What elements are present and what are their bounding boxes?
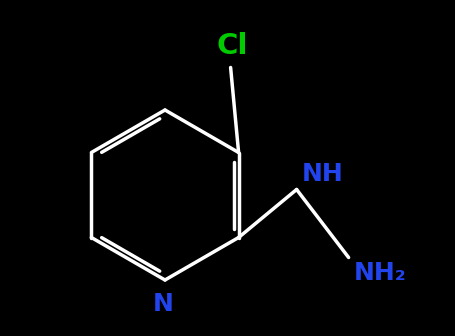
- Text: NH₂: NH₂: [354, 261, 406, 286]
- Text: NH: NH: [302, 162, 344, 185]
- Text: N: N: [152, 292, 173, 316]
- Text: Cl: Cl: [217, 32, 248, 59]
